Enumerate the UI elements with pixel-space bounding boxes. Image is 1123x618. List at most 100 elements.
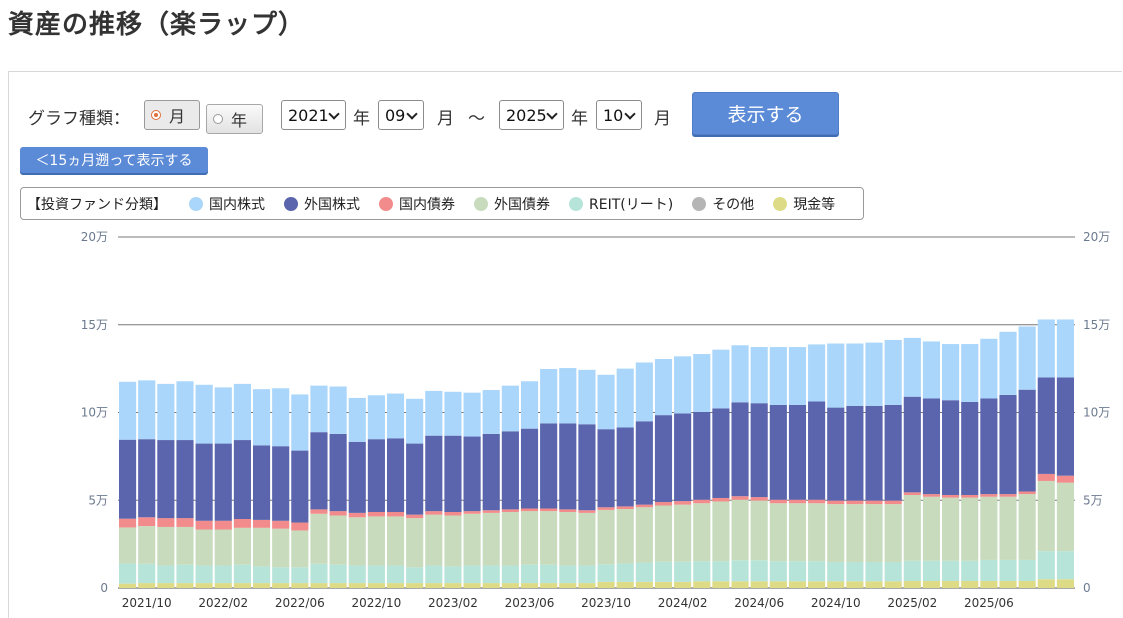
bar-segment: 2024/12 現金等: 3800: [865, 581, 883, 588]
bar-segment: 2021/10 外国債券: 21500: [138, 526, 156, 564]
legend-item-foreign-stock[interactable]: 外国株式: [284, 194, 360, 214]
bar-segment: 2023/09 現金等: 2800: [578, 583, 596, 588]
bar-segment: 2022/08 国内株式: 27000: [329, 386, 347, 434]
bar-segment: 2023/05 REIT(リート): 10000: [501, 565, 519, 584]
bar-segment: 2024/10 国内株式: 36500: [827, 343, 845, 408]
bar-segment: 2025/03 外国債券: 36500: [922, 496, 941, 561]
bar-segment: 2022/01 外国株式: 44000: [195, 443, 213, 521]
y-tick-label-left: 5万: [88, 493, 108, 507]
y-tick-label-right: 10万: [1083, 406, 1110, 420]
bar-segment: 2023/08 REIT(リート): 10000: [559, 565, 577, 584]
bar-segment: 2024/06 国内株式: 32000: [750, 347, 768, 404]
bar-segment: 2024/01 国内株式: 32000: [654, 358, 673, 416]
bar-segment: 2023/09 外国株式: 49000: [578, 424, 596, 511]
bar-segment: 2024/02 外国株式: 50000: [674, 413, 692, 502]
bar-segment: 2022/04 国内株式: 32000: [252, 389, 271, 446]
monthly-radio[interactable]: 月: [144, 100, 200, 130]
bar-segment: 2022/10 外国株式: 41500: [367, 439, 385, 513]
from-month-value: 09: [385, 105, 406, 125]
bar-segment: 2023/03 外国株式: 42500: [463, 436, 481, 512]
bar-segment: 2025/02 外国債券: 37500: [903, 494, 921, 561]
bar-segment: 2022/04 外国債券: 22000: [252, 527, 271, 567]
bar-segment: 2023/10 国内株式: 31000: [597, 374, 615, 430]
bar-segment: 2025/04 国内債券: 1500: [942, 494, 960, 498]
bar-segment: 2024/04 現金等: 3800: [712, 581, 730, 588]
to-month-select[interactable]: 10: [596, 100, 642, 130]
bar-segment: 2024/05 国内株式: 32500: [731, 345, 749, 403]
bar-segment: 2022/12 外国株式: 40500: [406, 443, 424, 515]
bar-segment: 2025/05 国内債券: 1500: [961, 494, 979, 498]
bar-segment: 2024/08 REIT(リート): 11500: [788, 561, 807, 582]
bar-segment: 2025/07 現金等: 4000: [999, 580, 1017, 588]
bar-segment: 2025/10 国内債券: 4000: [1056, 475, 1074, 483]
bar-segment: 2023/08 外国債券: 30500: [559, 512, 577, 566]
bar-segment: 2022/01 現金等: 2800: [195, 583, 213, 588]
legend-item-domestic-stock[interactable]: 国内株式: [189, 194, 265, 214]
legend-dot-icon: [773, 196, 788, 211]
to-month-value: 10: [603, 105, 624, 125]
show-button[interactable]: 表示する: [692, 92, 839, 135]
bar-segment: 2022/02 現金等: 2800: [214, 583, 232, 588]
range-separator: 〜: [468, 109, 485, 129]
yearly-radio[interactable]: 年: [206, 104, 263, 134]
bar-segment: 2023/01 現金等: 2800: [425, 583, 443, 588]
bar-segment: 2023/01 REIT(リート): 10000: [425, 565, 443, 584]
bar-segment: 2024/07 外国株式: 54000: [769, 404, 787, 500]
x-tick-label: 2022/02: [198, 596, 248, 610]
from-month-select[interactable]: 09: [378, 100, 424, 130]
bar-segment: 2023/01 外国債券: 29000: [425, 514, 443, 566]
legend-item-other[interactable]: その他: [692, 194, 754, 214]
bar-segment: 2023/12 国内債券: 1500: [635, 504, 653, 508]
y-tick-label-left: 20万: [81, 230, 108, 244]
x-tick-label: 2022/06: [275, 596, 325, 610]
legend-item-foreign-bond[interactable]: 外国債券: [474, 194, 550, 214]
bar-segment: 2024/11 国内債券: 2000: [846, 500, 864, 505]
bar-segment: 2022/06 外国債券: 21000: [291, 530, 309, 568]
bar-segment: 2023/08 外国株式: 49000: [559, 423, 577, 510]
bar-segment: 2024/12 REIT(リート): 11000: [865, 562, 883, 582]
bar-segment: 2024/12 国内株式: 36000: [865, 342, 883, 406]
bar-segment: 2022/03 外国債券: 21000: [233, 527, 251, 565]
bar-segment: 2021/10 現金等: 2800: [138, 583, 156, 588]
bar-segment: 2025/01 国内債券: 2000: [884, 500, 902, 505]
bar-segment: 2024/11 現金等: 3800: [846, 581, 864, 588]
bar-segment: 2025/06 現金等: 4000: [980, 580, 998, 588]
bar-segment: 2023/08 国内債券: 1500: [559, 509, 577, 513]
bar-segment: 2024/02 国内債券: 2000: [674, 501, 692, 505]
bar-segment: 2023/06 外国債券: 30500: [520, 511, 539, 565]
bar-segment: 2023/09 国内債券: 1500: [578, 510, 596, 513]
bar-segment: 2022/10 現金等: 2800: [367, 583, 385, 588]
legend-item-cash[interactable]: 現金等: [773, 194, 835, 214]
bar-segment: 2024/11 外国株式: 54000: [846, 405, 864, 501]
bar-segment: 2021/09 国内株式: 33000: [119, 381, 137, 440]
bar-segment: 2022/02 外国債券: 20500: [214, 529, 232, 566]
bar-segment: 2021/10 国内債券: 5000: [138, 517, 156, 527]
bar-segment: 2025/07 REIT(リート): 12000: [999, 559, 1017, 581]
bar-segment: 2024/01 現金等: 3500: [654, 581, 673, 588]
bar-segment: 2024/06 国内債券: 2000: [750, 497, 768, 501]
legend-item-reit[interactable]: REIT(リート): [569, 194, 673, 214]
bar-segment: 2024/08 外国株式: 54000: [788, 404, 807, 500]
legend: 【投資ファンド分類】 国内株式 外国株式 国内債券 外国債券 REIT(リート)…: [20, 187, 864, 220]
bar-segment: 2023/06 国内株式: 27000: [520, 381, 539, 429]
bar-segment: 2024/12 外国株式: 54000: [865, 405, 883, 501]
bar-segment: 2025/05 国内株式: 33000: [961, 344, 979, 402]
back-15-months-button[interactable]: ＜15ヵ月遡って表示する: [20, 147, 208, 173]
bar-segment: 2022/06 国内株式: 32000: [291, 394, 309, 451]
from-year-select[interactable]: 2021: [281, 100, 346, 130]
bar-segment: 2025/06 REIT(リート): 12000: [980, 559, 998, 581]
bar-segment: 2023/03 REIT(リート): 10000: [463, 565, 481, 584]
bar-segment: 2023/04 国内債券: 1500: [482, 510, 500, 513]
bar-segment: 2022/08 国内債券: 2500: [329, 511, 347, 516]
bar-segment: 2025/08 外国株式: 58000: [1018, 389, 1036, 492]
bar-segment: 2025/02 国内株式: 33500: [903, 337, 921, 397]
graph-type-label: グラフ種類：: [28, 109, 130, 129]
bar-segment: 2024/06 REIT(リート): 12000: [750, 560, 768, 582]
bar-segment: 2023/02 外国株式: 43500: [444, 435, 462, 513]
bar-segment: 2023/10 外国株式: 44500: [597, 429, 615, 508]
bar-segment: 2022/02 REIT(リート): 10000: [214, 565, 232, 584]
bar-segment: 2022/06 REIT(リート): 9000: [291, 567, 309, 584]
legend-item-domestic-bond[interactable]: 国内債券: [379, 194, 455, 214]
to-year-select[interactable]: 2025: [499, 100, 564, 130]
bar-segment: 2025/07 外国株式: 56500: [999, 394, 1017, 495]
